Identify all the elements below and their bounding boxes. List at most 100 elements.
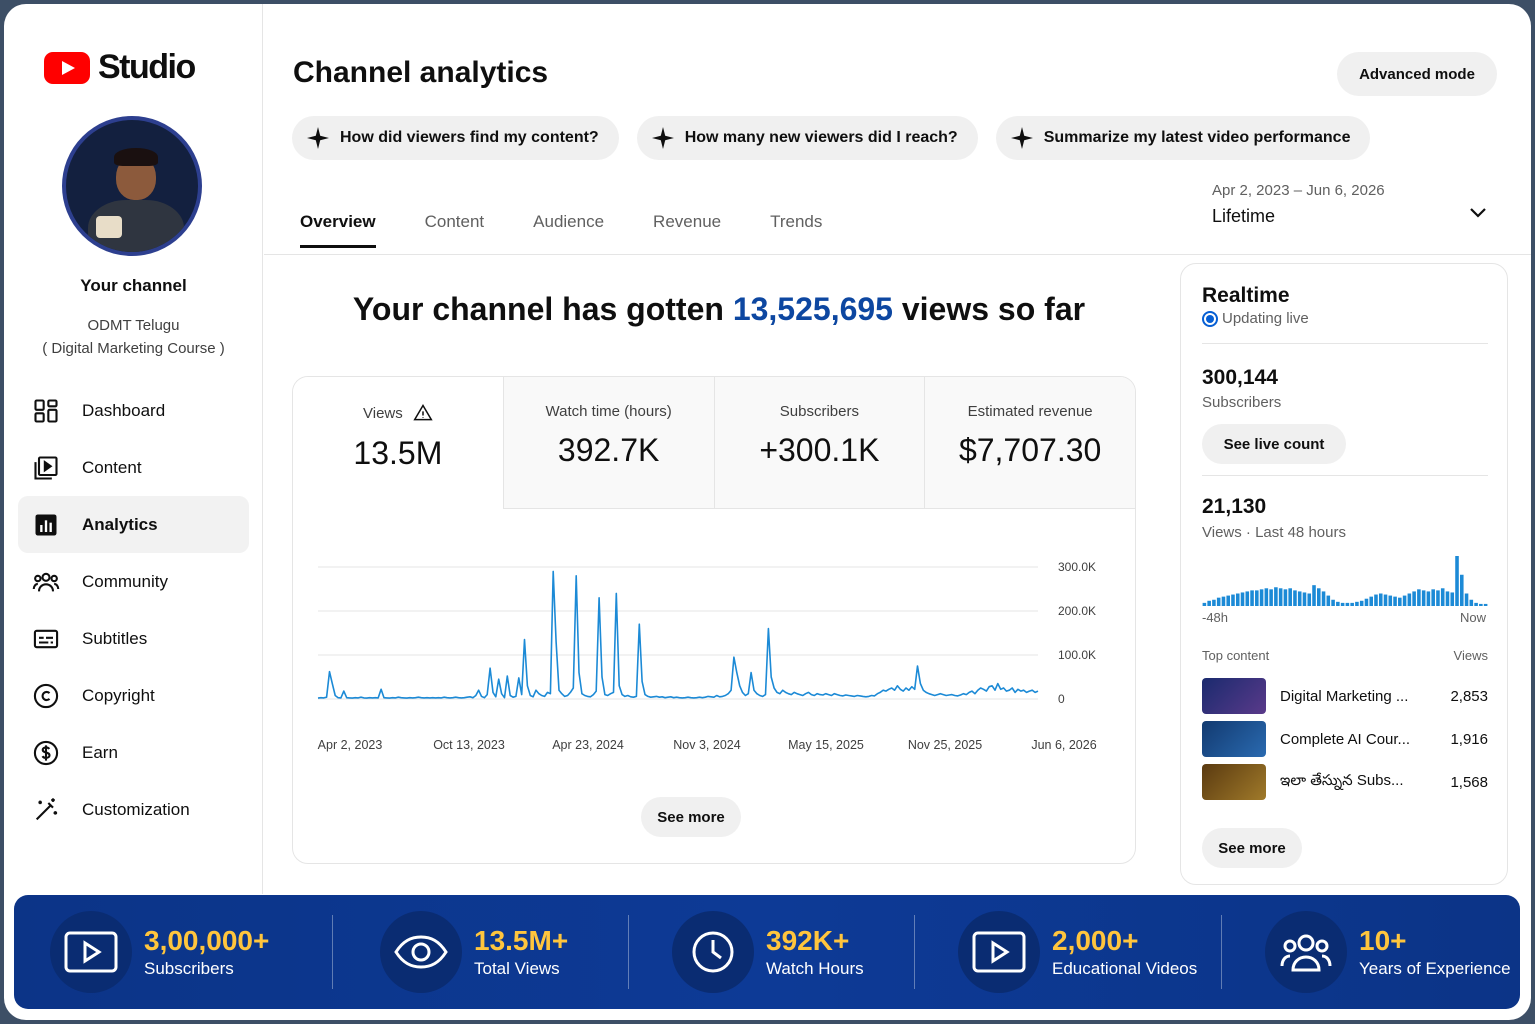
kpi-value: 13.5M (353, 435, 443, 471)
kpi-subscribers[interactable]: Subscribers +300.1K (713, 377, 925, 509)
top-content-header-right: Views (1453, 648, 1488, 663)
top-content-row[interactable]: Complete AI Cour... 1,916 (1202, 721, 1488, 757)
realtime-bar (1283, 589, 1288, 606)
sidebar-item-label: Dashboard (82, 400, 166, 420)
sidebar-item-label: Earn (82, 742, 118, 762)
sidebar-item-earn[interactable]: Earn (18, 724, 249, 781)
realtime-views-bar-chart[interactable] (1202, 554, 1488, 606)
channel-title: Your channel (80, 276, 187, 295)
realtime-bar (1231, 594, 1235, 606)
stat-value: 3,00,000+ (144, 925, 270, 956)
sidebar-item-analytics[interactable]: Analytics (18, 496, 249, 553)
ask-chip-summary[interactable]: Summarize my latest video performance (995, 116, 1371, 160)
realtime-bar (1460, 574, 1464, 606)
ask-chip-discovery[interactable]: How did viewers find my content? (292, 116, 619, 160)
x-tick-label: Nov 25, 2025 (908, 738, 982, 752)
sidebar-item-dashboard[interactable]: Dashboard (18, 382, 249, 439)
tab-overview[interactable]: Overview (300, 212, 376, 248)
stat-text: 2,000+ Educational Videos (1052, 925, 1197, 979)
sidebar-item-community[interactable]: Community (18, 553, 249, 610)
chevron-down-icon[interactable] (1466, 200, 1490, 224)
stat-text: 10+ Years of Experience (1359, 925, 1511, 979)
content-icon (34, 455, 58, 480)
tab-content[interactable]: Content (424, 212, 485, 231)
realtime-bar (1359, 600, 1364, 606)
play-icon (958, 911, 1040, 993)
analytics-tabs: Overview Content Audience Revenue Trends (300, 212, 822, 248)
advanced-mode-button[interactable]: Advanced mode (1337, 52, 1497, 96)
stat-label: Years of Experience (1359, 959, 1511, 978)
date-range-picker[interactable]: Apr 2, 2023 – Jun 6, 2026 Lifetime (1212, 182, 1385, 227)
overview-card: Views 13.5M Watch time (hours) 392.7K Su… (292, 376, 1136, 864)
top-content-row[interactable]: ఇలా తేస్నున Subs... 1,568 (1202, 764, 1488, 800)
channel-avatar[interactable] (62, 116, 202, 256)
kpi-label: Views (363, 404, 403, 422)
views-series-line[interactable] (317, 570, 1039, 699)
sidebar-item-content[interactable]: Content (18, 439, 249, 496)
stat-educational-videos: 2,000+ Educational Videos (914, 895, 1221, 1009)
stat-views: 13.5M+ Total Views (332, 895, 628, 1009)
realtime-bar (1216, 597, 1221, 606)
realtime-bar (1240, 592, 1245, 606)
sidebar-item-subtitles[interactable]: Subtitles (18, 610, 249, 667)
kpi-views[interactable]: Views 13.5M (293, 377, 503, 509)
realtime-see-more-button[interactable]: See more (1202, 828, 1302, 868)
realtime-live-status: Updating live (1202, 310, 1309, 327)
sidebar-item-label: Community (82, 571, 168, 591)
avatar-hair (114, 148, 158, 166)
views-line-chart[interactable]: 300.0K 200.0K 100.0K 0 Apr 2, 2023 Oct 13, 20… (293, 547, 1136, 767)
realtime-axis-start: -48h (1202, 610, 1229, 625)
youtube-logo-icon (44, 51, 90, 84)
stat-label: Total Views (474, 959, 560, 978)
stat-text: 3,00,000+ Subscribers (144, 925, 269, 979)
x-tick-label: Apr 2, 2023 (318, 738, 383, 752)
realtime-bar (1312, 585, 1316, 606)
overview-see-more-button[interactable]: See more (641, 797, 741, 837)
realtime-bar (1402, 595, 1407, 606)
video-title: Complete AI Cour... (1280, 730, 1411, 748)
realtime-bar (1207, 600, 1211, 606)
kpi-label: Watch time (hours) (545, 403, 672, 420)
ask-chip-new-viewers[interactable]: How many new viewers did I reach? (636, 116, 978, 160)
play-icon (50, 911, 132, 993)
realtime-bar (1417, 589, 1421, 606)
tab-audience[interactable]: Audience (533, 212, 605, 231)
community-icon (32, 572, 60, 591)
stat-label: Watch Hours (766, 959, 864, 978)
warning-icon[interactable] (413, 403, 433, 423)
realtime-bar (1340, 602, 1345, 606)
chip-label: How did viewers find my content? (340, 129, 599, 146)
realtime-bar (1455, 556, 1459, 606)
sidebar-item-label: Customization (82, 799, 190, 819)
tab-revenue[interactable]: Revenue (653, 212, 722, 231)
kpi-revenue[interactable]: Estimated revenue $7,707.30 (924, 377, 1135, 509)
x-tick-label: Jun 6, 2026 (1031, 738, 1096, 752)
stat-value: 10+ (1359, 925, 1407, 956)
page-title: Channel analytics (293, 56, 549, 89)
video-thumbnail (1202, 678, 1266, 714)
kpi-label: Estimated revenue (967, 403, 1093, 420)
top-content-header: Top content Views (1202, 648, 1488, 663)
youtube-studio-logo[interactable]: Studio (44, 48, 196, 87)
kpi-watch-time[interactable]: Watch time (hours) 392.7K (502, 377, 714, 509)
channel-name: ODMT Telugu ( Digital Marketing Course ) (4, 314, 263, 360)
realtime-bar (1412, 591, 1416, 606)
tab-trends[interactable]: Trends (770, 212, 823, 231)
sparkle-icon (651, 127, 674, 149)
kpi-value: 392.7K (557, 432, 660, 468)
top-content-header-left: Top content (1202, 648, 1270, 663)
headline-views-number: 13,525,695 (732, 291, 893, 327)
sidebar-item-customization[interactable]: Customization (18, 781, 249, 838)
video-title: ఇలా తేస్నున Subs... (1280, 771, 1404, 789)
realtime-bar (1483, 603, 1488, 606)
sidebar-item-copyright[interactable]: Copyright (18, 667, 249, 724)
top-content-row[interactable]: Digital Marketing ... 2,853 (1202, 678, 1488, 714)
live-text: Updating live (1222, 310, 1309, 327)
stat-value: 392K+ (766, 925, 850, 956)
realtime-bar (1436, 590, 1440, 606)
video-views: 1,916 (1450, 730, 1488, 748)
see-live-count-button[interactable]: See live count (1202, 424, 1346, 464)
realtime-bar (1336, 601, 1340, 606)
subtitles-icon (33, 629, 59, 648)
sparkle-icon (1010, 127, 1033, 149)
